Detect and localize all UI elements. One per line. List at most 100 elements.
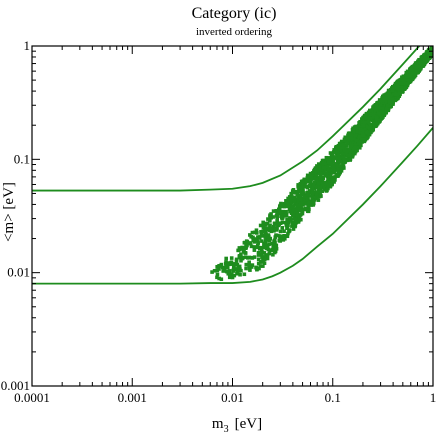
scatter-point <box>349 154 353 159</box>
scatter-point <box>305 175 310 180</box>
scatter-point <box>274 208 278 213</box>
scatter-point <box>320 189 325 194</box>
scatter-point <box>377 111 382 116</box>
scatter-point <box>306 209 311 214</box>
scatter-point <box>266 233 271 237</box>
scatter-point <box>268 248 272 253</box>
y-tick-label: 0.001 <box>1 378 30 393</box>
scatter-point <box>268 213 272 217</box>
scatter-point <box>386 103 390 108</box>
scatter-point <box>311 184 316 188</box>
scatter-point <box>348 157 353 161</box>
scatter-point <box>271 215 275 219</box>
scatter-point <box>316 167 320 171</box>
scatter-point <box>274 221 279 226</box>
scatter-point <box>344 140 349 144</box>
scatter-point <box>326 181 331 186</box>
scatter-point <box>361 128 365 133</box>
scatter-point <box>384 96 388 101</box>
scatter-point <box>406 81 410 86</box>
scatter-point <box>312 169 316 173</box>
scatter-point <box>342 159 347 163</box>
scatter-point <box>266 236 271 241</box>
scatter-point <box>326 164 330 169</box>
scatter-point <box>245 241 249 246</box>
scatter-point <box>289 209 294 213</box>
scatter-point <box>355 148 359 153</box>
scatter-point <box>326 186 330 191</box>
y-tick-labels: 0.001 0.01 0.1 1 <box>1 38 30 393</box>
scatter-point <box>266 217 270 221</box>
scatter-point <box>305 197 309 202</box>
scatter-point <box>284 209 288 214</box>
scatter-point <box>276 214 280 219</box>
scatter-point <box>387 99 392 104</box>
scatter-point <box>396 96 400 100</box>
scatter-point <box>292 199 296 203</box>
scatter-point <box>370 128 375 132</box>
scatter-point <box>398 83 403 88</box>
scatter-point <box>305 192 310 197</box>
scatter-point <box>262 245 266 250</box>
scatter-point <box>285 234 290 239</box>
scatter-point <box>246 256 250 260</box>
scatter-point <box>363 127 367 131</box>
scatter-point <box>328 151 333 155</box>
scatter-point <box>348 144 353 149</box>
scatter-point <box>242 272 247 277</box>
scatter-point <box>256 257 261 262</box>
scatter-point <box>247 267 252 271</box>
scatter-point <box>286 220 291 225</box>
scatter-point <box>304 202 308 206</box>
scatter-point <box>243 255 248 259</box>
scatter-point <box>360 140 364 144</box>
scatter-point <box>358 127 363 132</box>
scatter-point <box>264 222 268 227</box>
scatter-point <box>259 248 264 252</box>
scatter-point <box>334 156 338 160</box>
scatter-point <box>330 152 335 157</box>
scatter-point <box>352 137 356 141</box>
scatter-point <box>261 264 265 268</box>
scatter-point <box>261 225 266 230</box>
scatter-point <box>422 60 426 64</box>
scatter-point <box>349 143 354 147</box>
scatter-point <box>259 229 263 234</box>
scatter-point <box>262 261 267 265</box>
scatter-point <box>252 237 257 241</box>
scatter-point <box>267 242 271 247</box>
scatter-point <box>331 163 336 167</box>
scatter-point <box>349 136 354 141</box>
scatter-point <box>262 257 267 262</box>
x-tick-label: 0.0001 <box>14 390 50 405</box>
x-axis-label-unit: [eV] <box>235 416 262 432</box>
scatter-point <box>371 114 376 119</box>
scatter-point <box>255 238 259 242</box>
scatter-point <box>278 234 282 238</box>
scatter-point <box>331 168 336 172</box>
scatter-point <box>336 166 340 170</box>
scatter-point <box>215 272 220 277</box>
scatter-point <box>354 125 359 130</box>
scatter-point <box>228 269 232 273</box>
scatter-point <box>426 54 430 59</box>
scatter-point <box>281 237 285 242</box>
scatter-point <box>386 108 390 113</box>
scatter-point <box>348 152 353 156</box>
scatter-point <box>321 181 325 185</box>
scatter-point <box>262 255 267 260</box>
y-axis-label: <m> [eV] <box>1 182 17 242</box>
scatter-point <box>315 164 319 168</box>
scatter-point <box>278 229 283 234</box>
scatter-point <box>362 137 366 142</box>
scatter-point <box>260 255 264 259</box>
scatter-point <box>325 157 329 161</box>
scatter-point <box>283 220 288 225</box>
scatter-point <box>395 82 399 87</box>
scatter-point <box>346 136 351 140</box>
scatter-points <box>210 46 433 282</box>
scatter-point <box>343 152 348 157</box>
scatter-point <box>351 127 356 132</box>
scatter-point <box>282 204 287 209</box>
